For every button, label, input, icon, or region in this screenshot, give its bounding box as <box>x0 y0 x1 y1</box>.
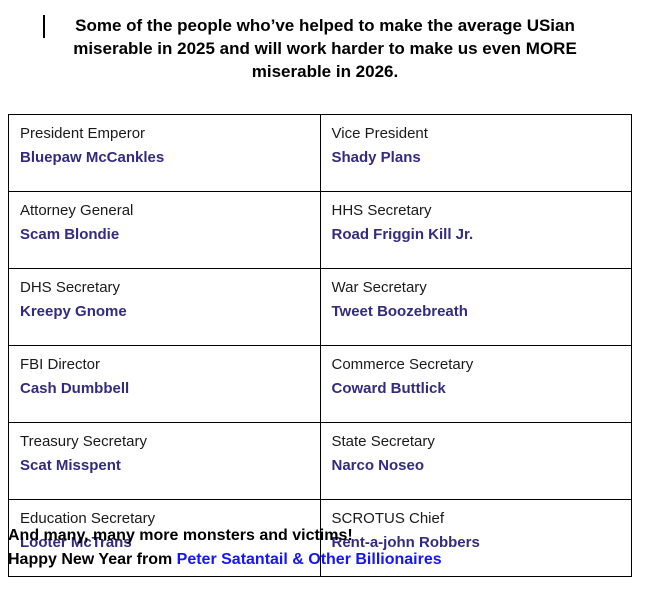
person-name: Scat Misspent <box>20 457 121 474</box>
document-title: Some of the people who’ve helped to make… <box>0 14 650 83</box>
table-row: Education Secretary Looter McTrans SCROT… <box>8 499 632 577</box>
person-name: Road Friggin Kill Jr. <box>331 226 474 243</box>
role-label: SCROTUS Chief <box>331 510 445 527</box>
table-row: Treasury Secretary Scat Misspent State S… <box>8 422 632 500</box>
table-cell: Attorney General Scam Blondie <box>8 191 321 269</box>
title-line-3: miserable in 2026. <box>251 62 399 81</box>
table-cell: Vice President Shady Plans <box>319 114 632 192</box>
table-row: Attorney General Scam Blondie HHS Secret… <box>8 191 632 269</box>
table-cell: Treasury Secretary Scat Misspent <box>8 422 321 500</box>
table-cell: FBI Director Cash Dumbbell <box>8 345 321 423</box>
footer-line-2-prefix: Happy New Year from <box>8 551 177 568</box>
person-name: Kreepy Gnome <box>20 303 127 320</box>
table-cell: War Secretary Tweet Boozebreath <box>319 268 632 346</box>
table-cell: President Emperor Bluepaw McCankles <box>8 114 321 192</box>
person-name: Tweet Boozebreath <box>331 303 468 320</box>
role-label: President Emperor <box>20 125 146 142</box>
person-name: Bluepaw McCankles <box>20 149 165 166</box>
role-label: DHS Secretary <box>20 279 121 296</box>
role-label: Attorney General <box>20 202 134 219</box>
role-label: Education Secretary <box>20 510 156 527</box>
title-line-1: Some of the people who’ve helped to make… <box>75 16 575 35</box>
role-label: War Secretary <box>331 279 427 296</box>
table-row: FBI Director Cash Dumbbell Commerce Secr… <box>8 345 632 423</box>
table-cell: Commerce Secretary Coward Buttlick <box>319 345 632 423</box>
table-row: President Emperor Bluepaw McCankles Vice… <box>8 114 632 192</box>
role-label: HHS Secretary <box>331 202 432 219</box>
footer-line-2: Happy New Year from Peter Satantail & Ot… <box>8 548 642 572</box>
role-label: Vice President <box>331 125 428 142</box>
role-label: FBI Director <box>20 356 101 373</box>
table-cell: HHS Secretary Road Friggin Kill Jr. <box>319 191 632 269</box>
person-name: Scam Blondie <box>20 226 120 243</box>
table-cell: Education Secretary Looter McTrans <box>8 499 321 577</box>
table-cell: State Secretary Narco Noseo <box>319 422 632 500</box>
table-row: DHS Secretary Kreepy Gnome War Secretary… <box>8 268 632 346</box>
text-cursor <box>43 15 45 38</box>
table-cell: DHS Secretary Kreepy Gnome <box>8 268 321 346</box>
role-label: State Secretary <box>331 433 435 450</box>
footer: And many, many more monsters and victims… <box>8 524 642 572</box>
cabinet-table: President Emperor Bluepaw McCankles Vice… <box>8 114 632 577</box>
footer-line-1: And many, many more monsters and victims… <box>8 527 353 544</box>
person-name: Looter McTrans <box>20 534 132 551</box>
title-line-2: miserable in 2025 and will work harder t… <box>73 39 577 58</box>
person-name: Cash Dumbbell <box>20 380 130 397</box>
billionaires-link[interactable]: Peter Satantail & Other Billionaires <box>176 551 442 568</box>
person-name: Narco Noseo <box>331 457 425 474</box>
role-label: Commerce Secretary <box>331 356 474 373</box>
person-name: Coward Buttlick <box>331 380 446 397</box>
table-cell: SCROTUS Chief Rent-a-john Robbers <box>319 499 632 577</box>
role-label: Treasury Secretary <box>20 433 147 450</box>
person-name: Rent-a-john Robbers <box>331 534 480 551</box>
person-name: Shady Plans <box>331 149 421 166</box>
